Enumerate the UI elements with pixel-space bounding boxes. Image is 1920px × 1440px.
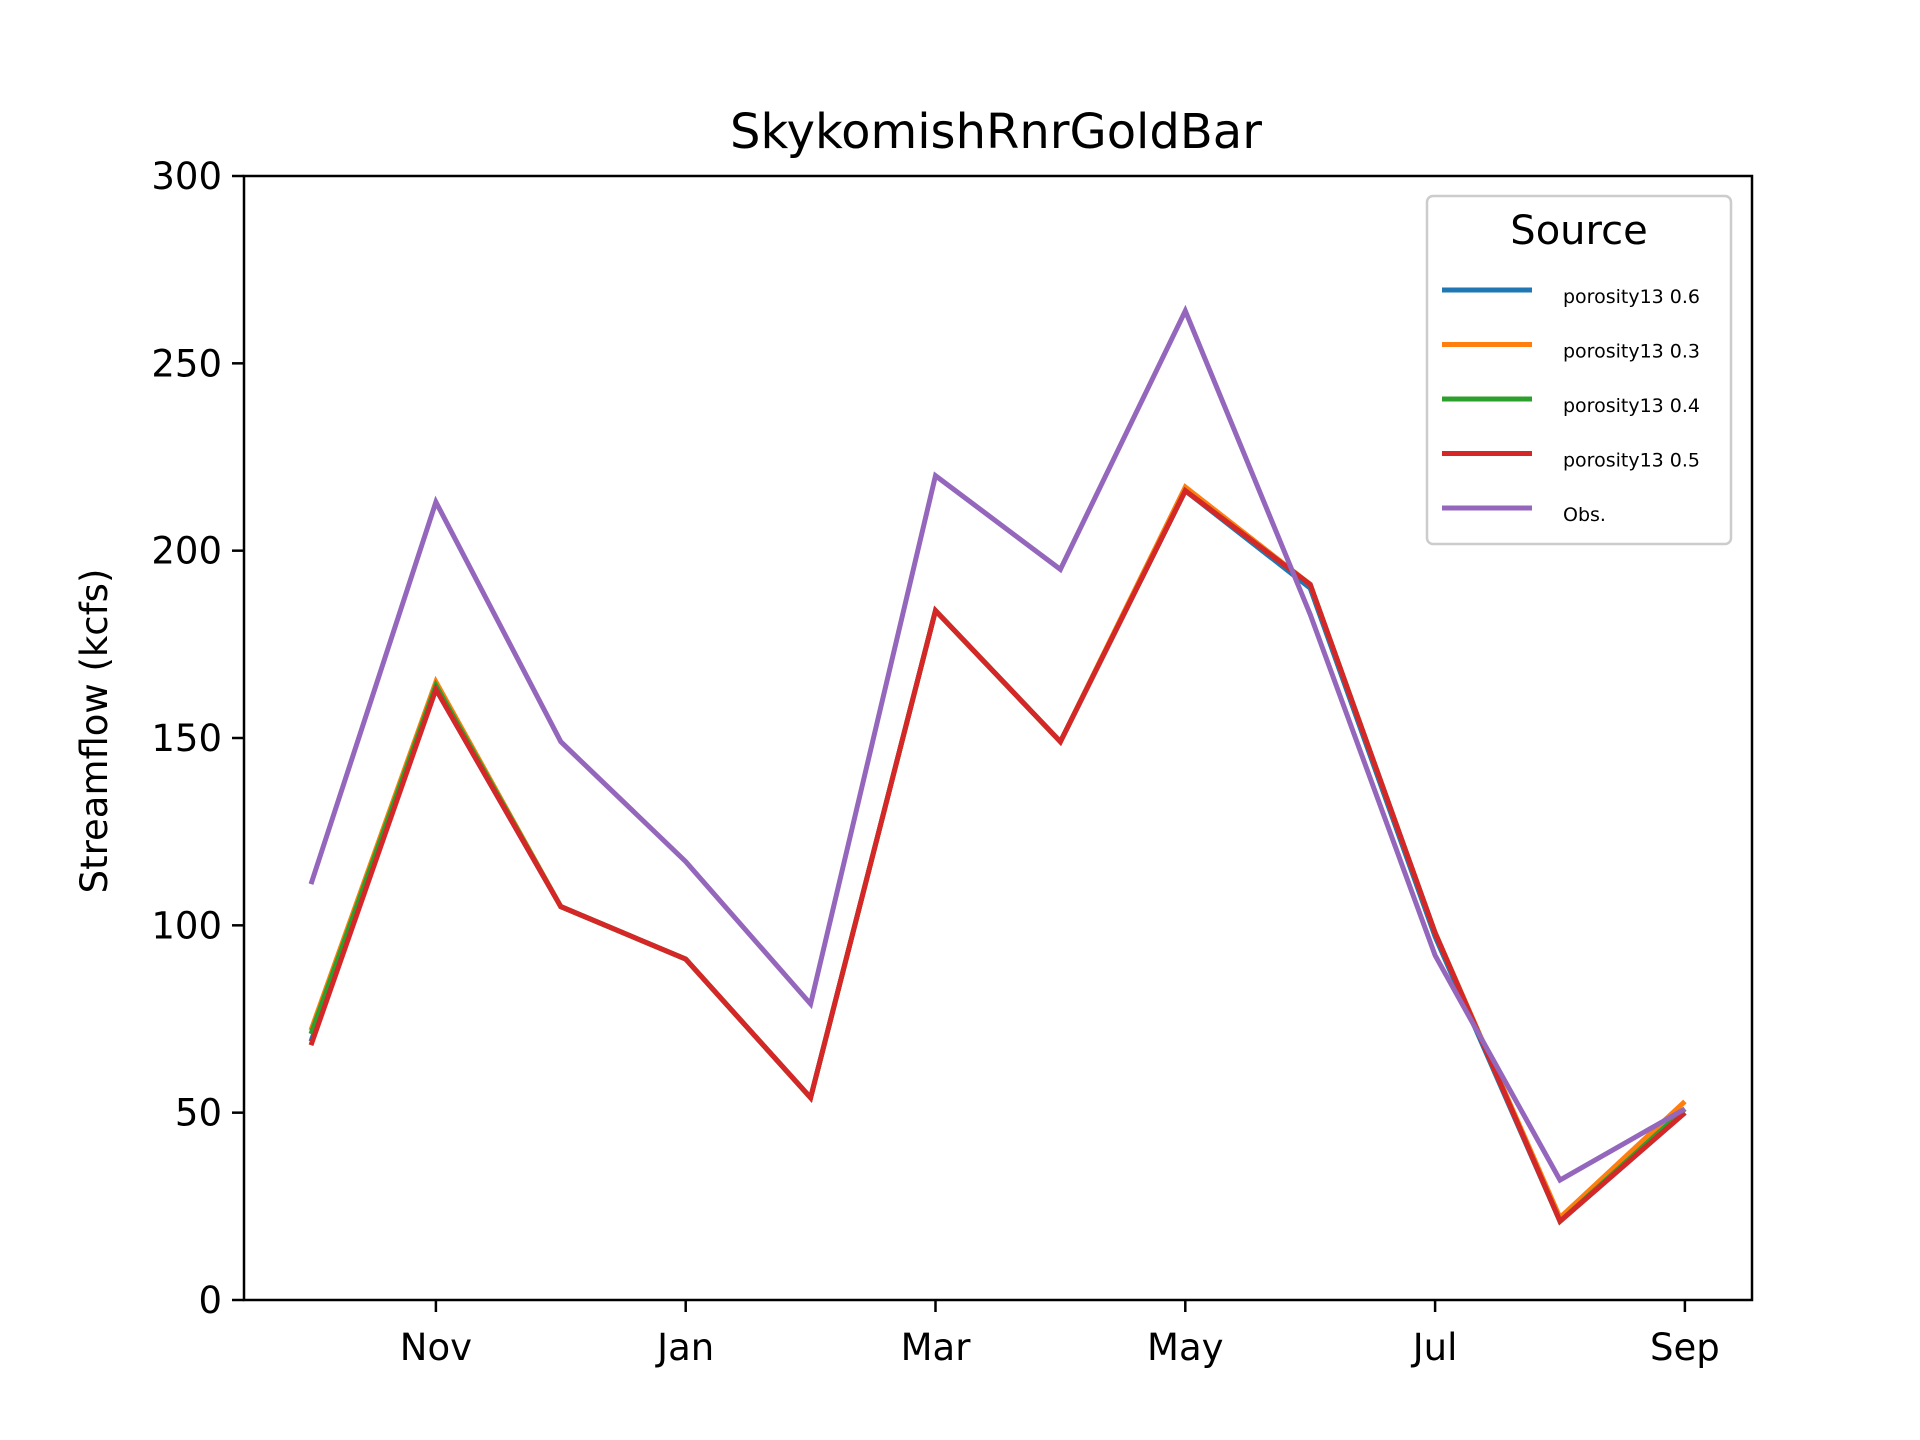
y-tick-label: 200 <box>151 530 222 573</box>
y-tick-label: 100 <box>151 904 222 947</box>
x-tick-label: Jul <box>1411 1326 1458 1369</box>
x-tick-label: Mar <box>901 1326 972 1369</box>
y-tick-label: 50 <box>175 1092 222 1135</box>
legend-box <box>1425 194 1733 546</box>
series-layer <box>308 304 1687 1226</box>
chart-title: SkykomishRnrGoldBar <box>730 104 1262 160</box>
legend-entry-label: Obs. <box>1563 504 1606 526</box>
legend-entry-label: porosity13 0.5 <box>1563 450 1700 472</box>
y-axis-label: Streamflow (kcfs) <box>73 569 116 894</box>
x-tick-label: Sep <box>1650 1326 1720 1369</box>
y-tick-label: 250 <box>151 342 222 385</box>
plot-frame <box>242 174 1754 1302</box>
legend-entry-label: porosity13 0.6 <box>1563 286 1700 308</box>
y-axis: 0 50 100 150 200 250 300 <box>151 155 244 1322</box>
legend-entry-label: porosity13 0.4 <box>1563 395 1700 417</box>
y-tick-label: 150 <box>151 717 222 760</box>
x-tick-label: Jan <box>655 1326 714 1369</box>
y-tick-label: 300 <box>151 155 222 198</box>
legend-title: Source <box>1510 208 1647 254</box>
legend-entry-label: porosity13 0.3 <box>1563 341 1700 363</box>
x-tick-label: Nov <box>400 1326 472 1369</box>
y-tick-label: 0 <box>198 1279 222 1322</box>
series-line <box>308 304 1687 1184</box>
x-axis: Nov Jan Mar May Jul Sep <box>400 1300 1720 1369</box>
x-tick-label: May <box>1147 1326 1224 1369</box>
legend: Source porosity13 0.6 porosity13 0.3 porosi… <box>1425 194 1733 546</box>
series-line <box>308 486 1687 1226</box>
